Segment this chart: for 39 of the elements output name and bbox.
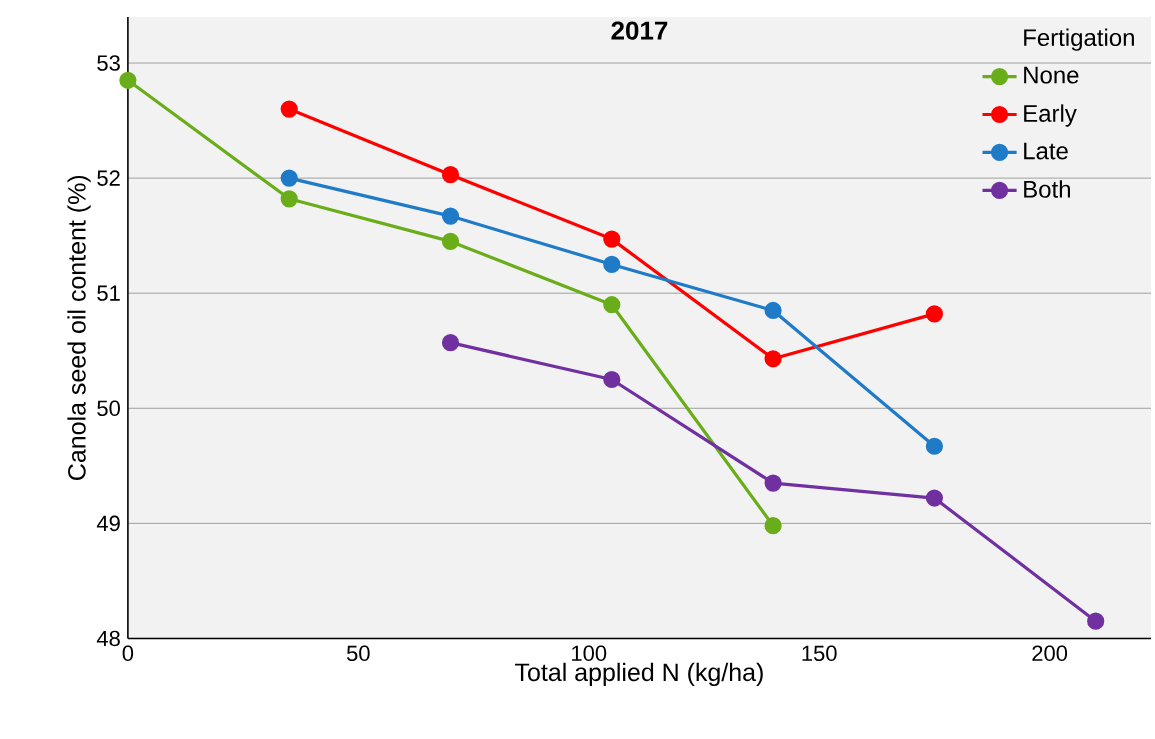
legend-label: None bbox=[1024, 66, 1079, 84]
point bbox=[603, 295, 621, 314]
point bbox=[764, 474, 782, 492]
y-tick-label: 53 bbox=[97, 55, 120, 71]
point bbox=[925, 305, 943, 323]
y-tick-label: 49 bbox=[96, 515, 120, 531]
legend-label: Late bbox=[1024, 142, 1068, 160]
legend-title: Fertigation bbox=[1024, 28, 1134, 51]
y-tick-label: 50 bbox=[97, 400, 120, 416]
x-tick-label: 50 bbox=[346, 645, 370, 661]
point bbox=[764, 301, 782, 319]
point bbox=[441, 232, 460, 250]
y-tick-label: 52 bbox=[97, 170, 120, 186]
point bbox=[441, 333, 460, 352]
x-tick-label: 150 bbox=[802, 645, 837, 661]
point bbox=[280, 100, 298, 118]
y-axis-title: Canola seed oil content (%) bbox=[67, 175, 91, 480]
x-tick-label: 100 bbox=[572, 645, 607, 661]
point bbox=[603, 370, 621, 388]
point bbox=[441, 207, 460, 225]
x-tick-label: 200 bbox=[1032, 645, 1068, 661]
point bbox=[925, 489, 943, 507]
point bbox=[925, 437, 943, 455]
point bbox=[441, 165, 460, 184]
x-tick-label: 0 bbox=[122, 645, 134, 661]
point bbox=[280, 190, 298, 208]
y-tick-label: 51 bbox=[97, 285, 120, 301]
legend-label: Early bbox=[1024, 104, 1077, 127]
point bbox=[119, 71, 137, 89]
point bbox=[603, 230, 621, 248]
chart-title: 2017 bbox=[611, 21, 668, 40]
point bbox=[764, 516, 782, 535]
y-tick-label: 48 bbox=[96, 630, 120, 647]
legend-label: Both bbox=[1024, 180, 1070, 198]
point bbox=[764, 350, 782, 368]
point bbox=[603, 255, 621, 273]
point bbox=[1087, 612, 1105, 630]
x-axis-title: Total applied N (kg/ha) bbox=[515, 662, 763, 686]
point bbox=[280, 169, 298, 187]
